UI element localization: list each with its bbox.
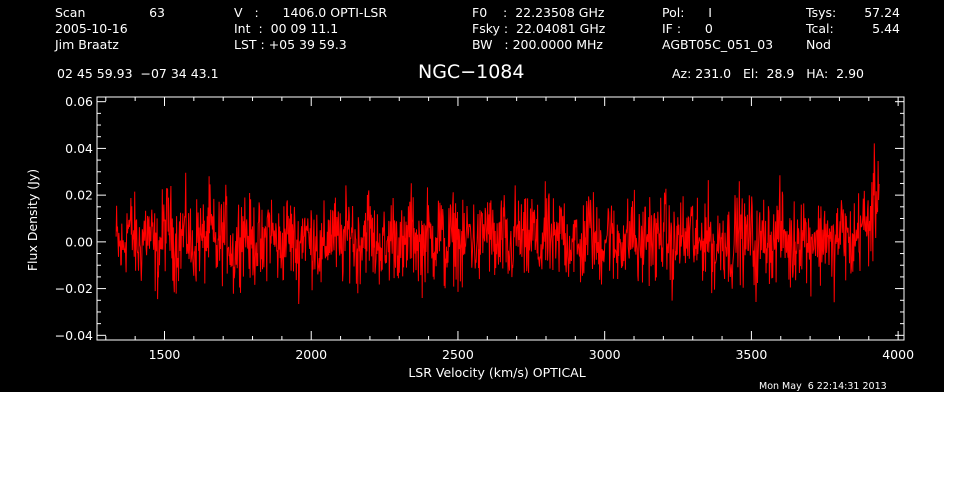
plot-timestamp: Mon May 6 22:14:31 2013 [759, 381, 887, 392]
x-axis-title: LSR Velocity (km/s) OPTICAL [408, 365, 585, 380]
tsys-label: Tsys: [806, 5, 837, 20]
bandwidth: BW : 200.0000 MHz [472, 37, 603, 52]
x-tick-label: 1500 [149, 347, 181, 362]
project-id: AGBT05C_051_03 [662, 37, 774, 52]
x-tick-label: 4000 [882, 347, 914, 362]
x-tick-label: 2500 [442, 347, 474, 362]
switching-mode: Nod [806, 37, 831, 52]
x-tick-label: 2000 [295, 347, 327, 362]
source-coordinates: 02 45 59.93 −07 34 43.1 [57, 66, 219, 81]
observer-name: Jim Braatz [55, 37, 119, 52]
if-number: IF : 0 [662, 21, 713, 36]
polarization: Pol: I [662, 5, 712, 20]
plot-panel: Scan 63 2005-10-16 Jim Braatz V : 1406.0… [0, 0, 944, 392]
y-axis-title: Flux Density (Jy) [25, 169, 40, 271]
y-tick-label: 0.04 [65, 141, 93, 156]
tcal-label: Tcal: [806, 21, 834, 36]
scan-number: 63 [149, 5, 165, 20]
spectrum-chart: 1500 2000 2500 3000 3500 4000 −0.04 −0.02 0.00 0.… [25, 94, 914, 380]
scan-label: Scan [55, 5, 86, 20]
y-tick-label: 0.02 [65, 188, 93, 203]
velocity-info: V : 1406.0 OPTI-LSR [234, 5, 388, 20]
y-tick-label: 0.00 [65, 234, 93, 249]
y-tick-label: −0.04 [55, 328, 93, 343]
integration-time: Int : 00 09 11.1 [234, 21, 339, 36]
az-el-ha: Az: 231.0 El: 28.9 HA: 2.90 [672, 66, 865, 81]
tcal-value: 5.44 [872, 21, 900, 36]
lst-info: LST : +05 39 59.3 [234, 37, 347, 52]
object-name: NGC−1084 [418, 61, 525, 83]
x-tick-label: 3000 [589, 347, 621, 362]
rest-frequency: F0 : 22.23508 GHz [472, 5, 605, 20]
spectrum-line [115, 143, 880, 305]
obs-date: 2005-10-16 [55, 21, 128, 36]
y-tick-label: −0.02 [55, 281, 93, 296]
tsys-value: 57.24 [864, 5, 900, 20]
sky-frequency: Fsky : 22.04081 GHz [472, 21, 606, 36]
x-tick-label: 3500 [735, 347, 767, 362]
y-tick-label: 0.06 [65, 94, 93, 109]
